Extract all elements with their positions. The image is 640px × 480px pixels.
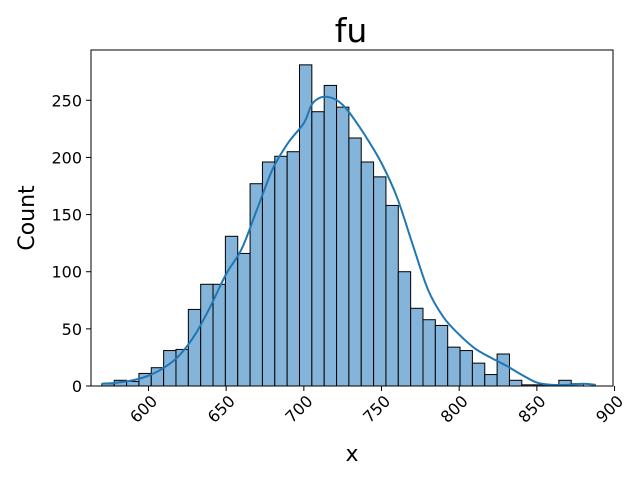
histogram-bar [348, 137, 362, 387]
histogram-bar [274, 155, 288, 387]
bars-group [101, 64, 585, 387]
x-tick-label: 900 [592, 392, 627, 427]
histogram-bar [508, 379, 523, 387]
histogram-bar [496, 353, 510, 387]
histogram-bar [163, 350, 177, 387]
histogram-bar [373, 176, 387, 387]
y-tick-label: 250 [51, 91, 82, 110]
chart-title: fu [335, 11, 368, 50]
histogram-bar [422, 319, 436, 387]
histogram-bar [434, 324, 449, 387]
y-tick-label: 50 [62, 320, 82, 339]
histogram-bar [261, 161, 276, 387]
histogram-bar [237, 252, 251, 387]
histogram-bar [447, 346, 461, 387]
x-axis-label: x [345, 442, 358, 467]
histogram-bar [298, 64, 313, 387]
histogram-bar [385, 204, 399, 387]
x-tick-label: 850 [514, 392, 549, 427]
histogram-bar [175, 348, 189, 387]
x-tick-label: 750 [359, 392, 394, 427]
x-axis-ticks: 600 650 700 750 800 850 900 [126, 386, 627, 427]
kde-curve [101, 95, 597, 387]
y-tick-label: 100 [51, 263, 82, 282]
y-tick-label: 150 [51, 206, 82, 225]
x-tick-label: 650 [204, 392, 239, 427]
histogram-bar [484, 374, 498, 387]
histogram-bar [471, 362, 486, 387]
y-tick-label: 0 [72, 377, 82, 396]
y-axis-ticks: 0 50 100 150 200 250 [51, 91, 91, 396]
y-tick-label: 200 [51, 148, 82, 167]
histogram-bar [459, 350, 473, 387]
histogram-bar [397, 271, 412, 387]
y-axis-label: Count [15, 185, 40, 251]
histogram-bar [200, 283, 214, 387]
histogram-bar [336, 106, 350, 387]
histogram-bar [410, 307, 424, 387]
histogram-bar [187, 308, 202, 387]
histogram-bar [286, 151, 300, 387]
x-tick-label: 600 [126, 392, 161, 427]
histogram-bar [323, 84, 338, 387]
x-tick-label: 800 [437, 392, 472, 427]
plot-frame [90, 49, 614, 387]
histogram-bar [360, 161, 375, 387]
histogram-bar [311, 111, 325, 387]
x-tick-label: 700 [281, 392, 316, 427]
